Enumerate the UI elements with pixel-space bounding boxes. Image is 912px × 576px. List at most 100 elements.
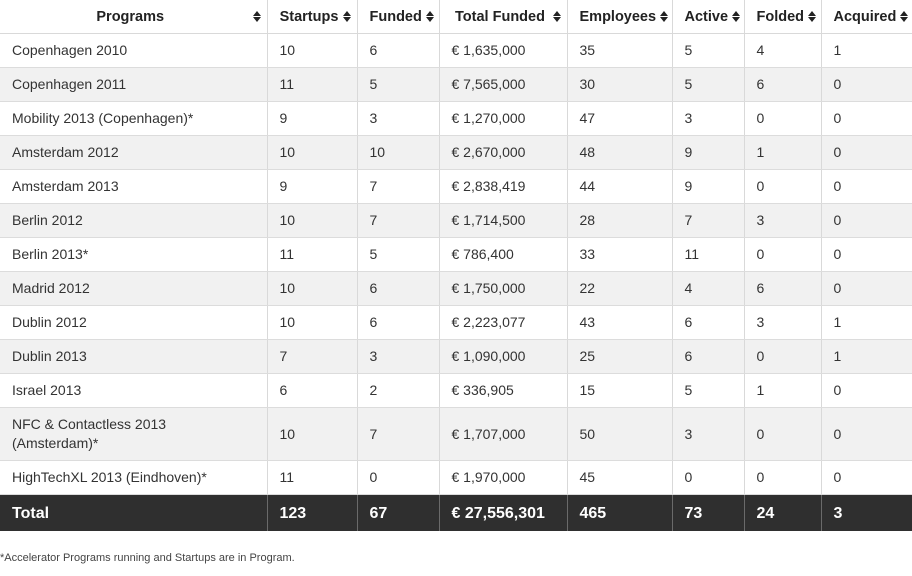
programs-table: Programs Startups Funded Total Funded Employ… (0, 0, 912, 531)
column-header-total-funded[interactable]: Total Funded (439, 0, 568, 34)
sort-icon[interactable] (660, 11, 669, 23)
table-cell-folded: 1 (744, 135, 822, 170)
table-cell-active: 9 (672, 169, 745, 204)
table-cell-programs: Mobility 2013 (Copenhagen)* (0, 101, 268, 136)
sort-icon[interactable] (342, 11, 351, 23)
table-cell-folded: 3 (744, 203, 822, 238)
table-cell-employees: 33 (567, 237, 673, 272)
table-cell-folded: 4 (744, 33, 822, 68)
table-cell-employees: 43 (567, 305, 673, 340)
sort-descending-arrow-icon (342, 17, 351, 22)
table-cell-funded: 5 (357, 67, 440, 102)
sort-icon[interactable] (252, 11, 261, 23)
sort-icon[interactable] (425, 11, 434, 23)
table-cell-programs: Dublin 2013 (0, 339, 268, 374)
column-header-folded[interactable]: Folded (744, 0, 822, 34)
sort-icon[interactable] (808, 11, 817, 23)
table-row: Berlin 2013* 11 5 € 786,400 33 11 0 0 (0, 237, 912, 272)
table-cell-employees: 22 (567, 271, 673, 306)
table-cell-folded: 6 (744, 271, 822, 306)
sort-ascending-arrow-icon (660, 11, 669, 16)
table-cell-acquired: 0 (821, 101, 912, 136)
sort-descending-arrow-icon (900, 17, 909, 22)
table-row: HighTechXL 2013 (Eindhoven)* 11 0 € 1,970,0… (0, 460, 912, 495)
sort-descending-arrow-icon (252, 17, 261, 22)
table-cell-startups: 9 (267, 169, 358, 204)
table-cell-employees: 30 (567, 67, 673, 102)
table-cell-employees: 15 (567, 373, 673, 408)
column-header-acquired[interactable]: Acquired (821, 0, 912, 34)
column-header-employees[interactable]: Employees (567, 0, 673, 34)
table-cell-startups: 9 (267, 101, 358, 136)
table-cell-startups: 11 (267, 237, 358, 272)
table-cell-startups: 10 (267, 203, 358, 238)
table-cell-startups: 10 (267, 135, 358, 170)
table-cell-folded: 0 (744, 339, 822, 374)
table-cell-total-funded: € 786,400 (439, 237, 568, 272)
table-cell-employees: 35 (567, 33, 673, 68)
table-cell-active: 4 (672, 271, 745, 306)
table-cell-active: 7 (672, 203, 745, 238)
column-header-content: Funded (370, 9, 434, 25)
table-cell-total-funded: € 2,223,077 (439, 305, 568, 340)
sort-ascending-arrow-icon (252, 11, 261, 16)
table-cell-active: 5 (672, 373, 745, 408)
column-header-funded[interactable]: Funded (357, 0, 440, 34)
sort-icon[interactable] (900, 11, 909, 23)
table-cell-active: 3 (672, 407, 745, 461)
table-cell-total-funded: € 1,970,000 (439, 460, 568, 495)
column-header-label: Folded (756, 8, 805, 25)
table-cell-funded: 2 (357, 373, 440, 408)
table-cell-active: 0 (672, 460, 745, 495)
table-cell-folded: 0 (744, 237, 822, 272)
table-cell-acquired: 1 (821, 339, 912, 374)
table-header: Programs Startups Funded Total Funded Employ… (0, 0, 912, 34)
table-row: Israel 2013 6 2 € 336,905 15 5 1 0 (0, 373, 912, 408)
sort-ascending-arrow-icon (900, 11, 909, 16)
table-cell-total-funded: € 1,707,000 (439, 407, 568, 461)
sort-ascending-arrow-icon (732, 11, 741, 16)
table-cell-acquired: 0 (821, 373, 912, 408)
table-cell-folded: 1 (744, 373, 822, 408)
sort-ascending-arrow-icon (808, 11, 817, 16)
table-cell-programs: Copenhagen 2011 (0, 67, 268, 102)
table-cell-startups: 6 (267, 373, 358, 408)
total-cell-folded: 24 (744, 494, 822, 531)
table-cell-active: 11 (672, 237, 745, 272)
total-cell-startups: 123 (267, 494, 358, 531)
table-cell-total-funded: € 336,905 (439, 373, 568, 408)
table-row: Copenhagen 2010 10 6 € 1,635,000 35 5 4 1 (0, 33, 912, 68)
sort-ascending-arrow-icon (425, 11, 434, 16)
table-cell-acquired: 1 (821, 33, 912, 68)
total-cell-employees: 465 (567, 494, 673, 531)
table-cell-programs: Amsterdam 2013 (0, 169, 268, 204)
table-row: Madrid 2012 10 6 € 1,750,000 22 4 6 0 (0, 271, 912, 306)
column-header-programs[interactable]: Programs (0, 0, 268, 34)
column-header-startups[interactable]: Startups (267, 0, 358, 34)
table-cell-acquired: 0 (821, 237, 912, 272)
table-cell-employees: 47 (567, 101, 673, 136)
sort-descending-arrow-icon (660, 17, 669, 22)
table-row: Berlin 2012 10 7 € 1,714,500 28 7 3 0 (0, 203, 912, 238)
column-header-label: Active (684, 8, 729, 25)
table-cell-active: 3 (672, 101, 745, 136)
table-row: Dublin 2013 7 3 € 1,090,000 25 6 0 1 (0, 339, 912, 374)
table-cell-active: 6 (672, 305, 745, 340)
sort-ascending-arrow-icon (552, 11, 561, 16)
column-header-label: Programs (96, 8, 165, 25)
table-cell-active: 5 (672, 33, 745, 68)
table-cell-employees: 50 (567, 407, 673, 461)
table-cell-employees: 48 (567, 135, 673, 170)
table-cell-programs: Israel 2013 (0, 373, 268, 408)
table-body: Copenhagen 2010 10 6 € 1,635,000 35 5 4 1 Copenh… (0, 33, 912, 531)
table-cell-total-funded: € 2,838,419 (439, 169, 568, 204)
column-header-active[interactable]: Active (672, 0, 745, 34)
sort-icon[interactable] (732, 11, 741, 23)
column-header-label: Acquired (833, 8, 897, 25)
table-cell-acquired: 0 (821, 460, 912, 495)
table-cell-programs: HighTechXL 2013 (Eindhoven)* (0, 460, 268, 495)
table-row: Mobility 2013 (Copenhagen)* 9 3 € 1,270,000… (0, 101, 912, 136)
table-cell-funded: 7 (357, 169, 440, 204)
sort-icon[interactable] (552, 11, 561, 23)
